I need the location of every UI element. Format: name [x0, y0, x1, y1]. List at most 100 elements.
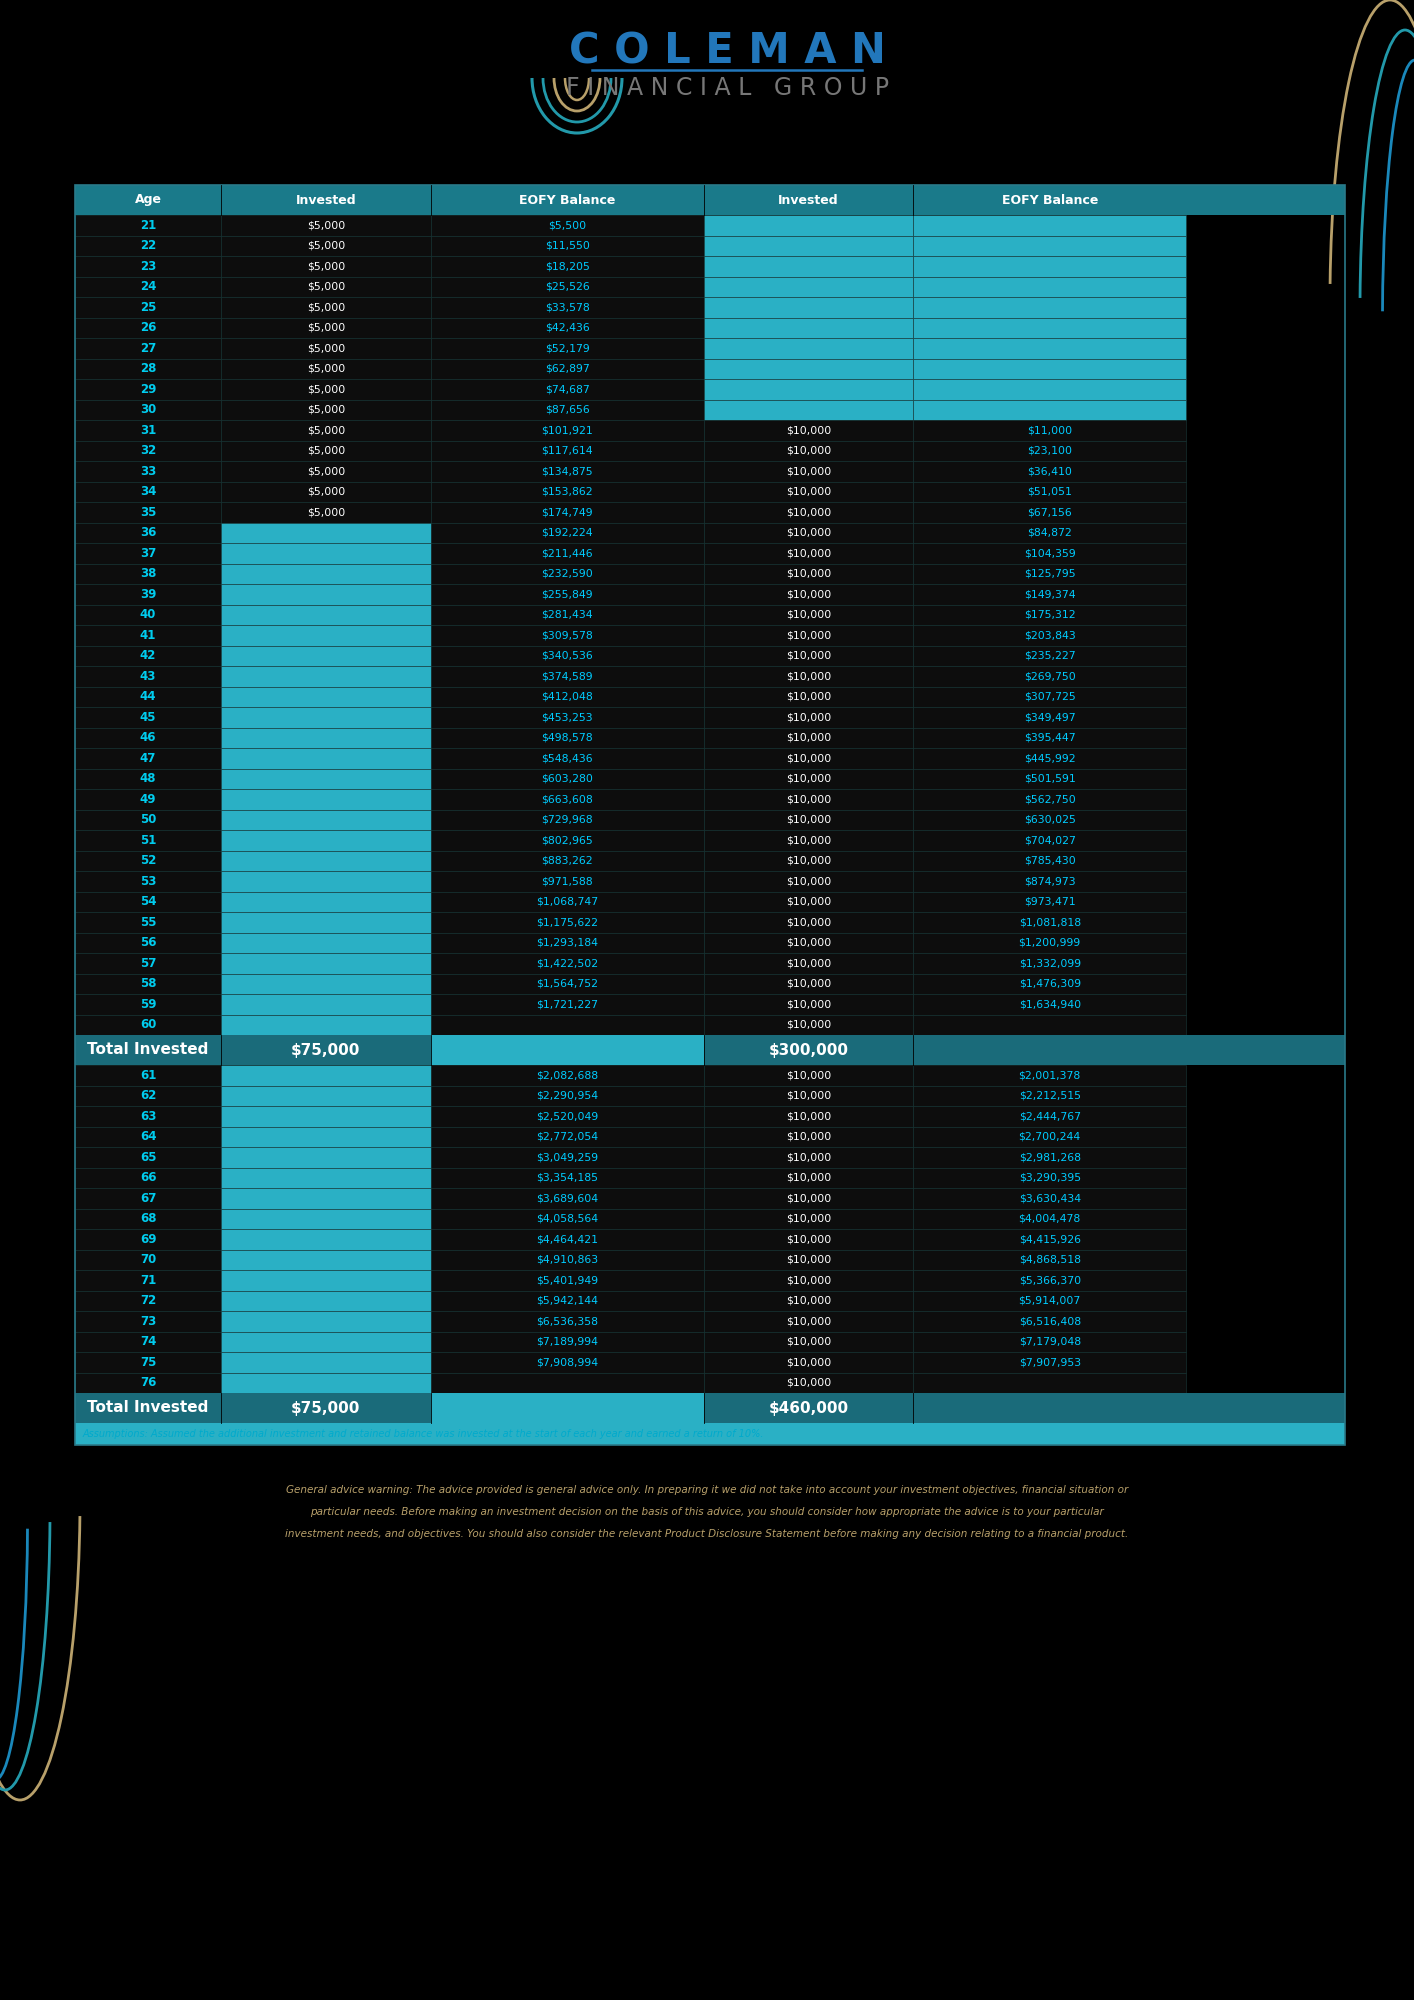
- Text: 62: 62: [140, 1090, 156, 1102]
- Text: 72: 72: [140, 1294, 156, 1308]
- Bar: [431, 1352, 704, 1372]
- Bar: [704, 296, 913, 318]
- Text: $10,000: $10,000: [786, 508, 831, 518]
- Bar: [704, 482, 913, 502]
- Bar: [75, 1392, 1345, 1424]
- Text: 47: 47: [140, 752, 156, 764]
- Text: $10,000: $10,000: [786, 774, 831, 784]
- Bar: [704, 462, 913, 482]
- Bar: [704, 1352, 913, 1372]
- Bar: [704, 1148, 913, 1168]
- Text: $134,875: $134,875: [542, 466, 592, 476]
- Text: $5,000: $5,000: [307, 404, 345, 414]
- Bar: [75, 1126, 221, 1148]
- Text: 46: 46: [140, 732, 157, 744]
- Bar: [221, 1228, 431, 1250]
- Text: $1,175,622: $1,175,622: [536, 918, 598, 928]
- Bar: [913, 236, 1186, 256]
- Text: $874,973: $874,973: [1024, 876, 1076, 886]
- Text: 35: 35: [140, 506, 156, 518]
- Bar: [431, 440, 704, 462]
- Text: $10,000: $10,000: [786, 650, 831, 660]
- Text: 50: 50: [140, 814, 156, 826]
- Bar: [75, 1064, 221, 1086]
- Text: $453,253: $453,253: [542, 712, 592, 722]
- Text: $1,564,752: $1,564,752: [536, 978, 598, 988]
- Text: $729,968: $729,968: [542, 814, 592, 824]
- Bar: [221, 1148, 431, 1168]
- Text: $7,189,994: $7,189,994: [536, 1336, 598, 1346]
- Bar: [221, 830, 431, 850]
- Bar: [221, 420, 431, 440]
- Text: $5,000: $5,000: [307, 240, 345, 250]
- Text: 63: 63: [140, 1110, 156, 1122]
- Bar: [431, 1086, 704, 1106]
- Bar: [221, 1208, 431, 1228]
- Bar: [221, 1064, 431, 1086]
- Bar: [913, 338, 1186, 358]
- Bar: [431, 214, 704, 236]
- Bar: [75, 1106, 221, 1126]
- Text: $1,721,227: $1,721,227: [536, 1000, 598, 1010]
- Bar: [221, 296, 431, 318]
- Bar: [221, 462, 431, 482]
- Text: $2,981,268: $2,981,268: [1018, 1152, 1080, 1162]
- Bar: [913, 810, 1186, 830]
- Bar: [704, 686, 913, 708]
- Bar: [75, 380, 221, 400]
- Bar: [704, 318, 913, 338]
- Text: $10,000: $10,000: [786, 1000, 831, 1010]
- Bar: [431, 236, 704, 256]
- Text: $36,410: $36,410: [1028, 466, 1072, 476]
- Bar: [913, 502, 1186, 522]
- Text: $10,000: $10,000: [786, 1378, 831, 1388]
- Bar: [75, 1014, 221, 1036]
- Text: $235,227: $235,227: [1024, 650, 1076, 660]
- Text: $10,000: $10,000: [786, 1316, 831, 1326]
- Text: $10,000: $10,000: [786, 732, 831, 742]
- Bar: [75, 1250, 221, 1270]
- Text: $5,000: $5,000: [307, 364, 345, 374]
- Text: $802,965: $802,965: [542, 836, 592, 846]
- Bar: [221, 850, 431, 872]
- Text: $3,290,395: $3,290,395: [1018, 1172, 1080, 1182]
- Text: 40: 40: [140, 608, 156, 622]
- Text: investment needs, and objectives. You should also consider the relevant Product : investment needs, and objectives. You sh…: [286, 1528, 1128, 1540]
- Bar: [431, 686, 704, 708]
- Bar: [913, 1126, 1186, 1148]
- Bar: [75, 954, 221, 974]
- Bar: [704, 440, 913, 462]
- Text: $10,000: $10,000: [786, 672, 831, 682]
- Bar: [221, 482, 431, 502]
- Bar: [221, 522, 431, 542]
- Bar: [913, 872, 1186, 892]
- Text: Invested: Invested: [296, 194, 356, 206]
- Bar: [221, 748, 431, 768]
- Text: $7,179,048: $7,179,048: [1018, 1336, 1080, 1346]
- Text: 44: 44: [140, 690, 157, 704]
- Bar: [221, 256, 431, 276]
- Text: EOFY Balance: EOFY Balance: [1001, 194, 1097, 206]
- Text: $211,446: $211,446: [542, 548, 592, 558]
- Bar: [221, 214, 431, 236]
- Text: 45: 45: [140, 710, 157, 724]
- Bar: [704, 892, 913, 912]
- Text: EOFY Balance: EOFY Balance: [519, 194, 615, 206]
- Bar: [75, 522, 221, 542]
- Bar: [431, 872, 704, 892]
- Bar: [221, 318, 431, 338]
- Text: $10,000: $10,000: [786, 426, 831, 436]
- Bar: [431, 1106, 704, 1126]
- Bar: [431, 810, 704, 830]
- Bar: [913, 522, 1186, 542]
- Bar: [431, 954, 704, 974]
- Text: $11,550: $11,550: [544, 240, 590, 250]
- Bar: [704, 954, 913, 974]
- Bar: [221, 810, 431, 830]
- Text: 37: 37: [140, 546, 156, 560]
- Text: $10,000: $10,000: [786, 548, 831, 558]
- Bar: [75, 666, 221, 686]
- Bar: [913, 748, 1186, 768]
- Text: 58: 58: [140, 978, 157, 990]
- Text: Assumptions: Assumed the additional investment and retained balance was invested: Assumptions: Assumed the additional inve…: [83, 1428, 765, 1440]
